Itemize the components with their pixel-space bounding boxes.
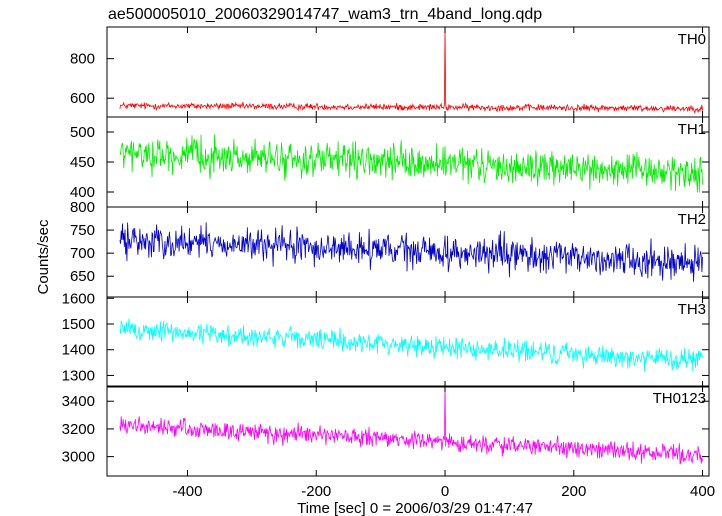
y-tick-label: 750 bbox=[70, 222, 95, 239]
panel-frame bbox=[106, 296, 710, 388]
series-line-th3 bbox=[119, 318, 703, 373]
panel-frame bbox=[106, 206, 710, 298]
y-tick-label: 700 bbox=[70, 245, 95, 262]
panel-frame bbox=[106, 26, 710, 118]
panel-frame bbox=[106, 385, 710, 477]
y-tick-label: 800 bbox=[70, 51, 95, 68]
y-axis-title: Counts/sec bbox=[35, 219, 52, 295]
y-tick-label: 1300 bbox=[62, 367, 95, 384]
y-tick-label: 3000 bbox=[62, 449, 95, 466]
x-tick-label: 400 bbox=[690, 483, 715, 500]
y-tick-label: 3200 bbox=[62, 421, 95, 438]
x-tick-label: 0 bbox=[441, 483, 449, 500]
panel-label-th0: TH0 bbox=[678, 31, 706, 48]
y-tick-label: 600 bbox=[70, 90, 95, 107]
y-tick-label: 1400 bbox=[62, 342, 95, 359]
panel-th0123: 3000 3200 3400 TH0123 bbox=[62, 385, 710, 477]
panel-label-th0123: TH0123 bbox=[653, 390, 706, 407]
y-tick-label: 800 bbox=[70, 199, 95, 216]
series-line-th0123 bbox=[119, 386, 703, 465]
panel-th3: 1300 1400 1500 1600 TH3 bbox=[62, 290, 710, 388]
x-tick-label: -400 bbox=[172, 483, 202, 500]
y-tick-label: 400 bbox=[70, 184, 95, 201]
series-line-th1 bbox=[119, 134, 703, 193]
series-line-th0 bbox=[119, 27, 703, 115]
y-tick-label: 650 bbox=[70, 268, 95, 285]
y-tick-label: 500 bbox=[70, 124, 95, 141]
panel-label-th2: TH2 bbox=[678, 211, 706, 228]
y-tick-label: 1500 bbox=[62, 316, 95, 333]
panel-th2: 650 700 750 800 TH2 bbox=[70, 199, 710, 298]
panel-label-th3: TH3 bbox=[678, 301, 706, 318]
x-tick-label: 200 bbox=[561, 483, 586, 500]
x-axis-title: Time [sec] 0 = 2006/03/29 01:47:47 bbox=[297, 500, 533, 516]
panels-group: 600 800 TH0 400 450 500 TH1 650 700 750 800 TH2 1300… bbox=[62, 26, 710, 477]
chart-title: ae500005010_20060329014747_wam3_trn_4ban… bbox=[108, 6, 542, 23]
y-tick-label: 450 bbox=[70, 154, 95, 171]
y-tick-label: 1600 bbox=[62, 290, 95, 307]
x-tick-label: -200 bbox=[301, 483, 331, 500]
panel-label-th1: TH1 bbox=[678, 121, 706, 138]
y-tick-label: 3400 bbox=[62, 393, 95, 410]
panel-th1: 400 450 500 TH1 bbox=[70, 116, 710, 208]
series-line-th2 bbox=[119, 222, 703, 282]
panel-th0: 600 800 TH0 bbox=[70, 26, 710, 118]
x-axis-tick-labels: -400 -200 0 200 400 bbox=[172, 483, 715, 500]
